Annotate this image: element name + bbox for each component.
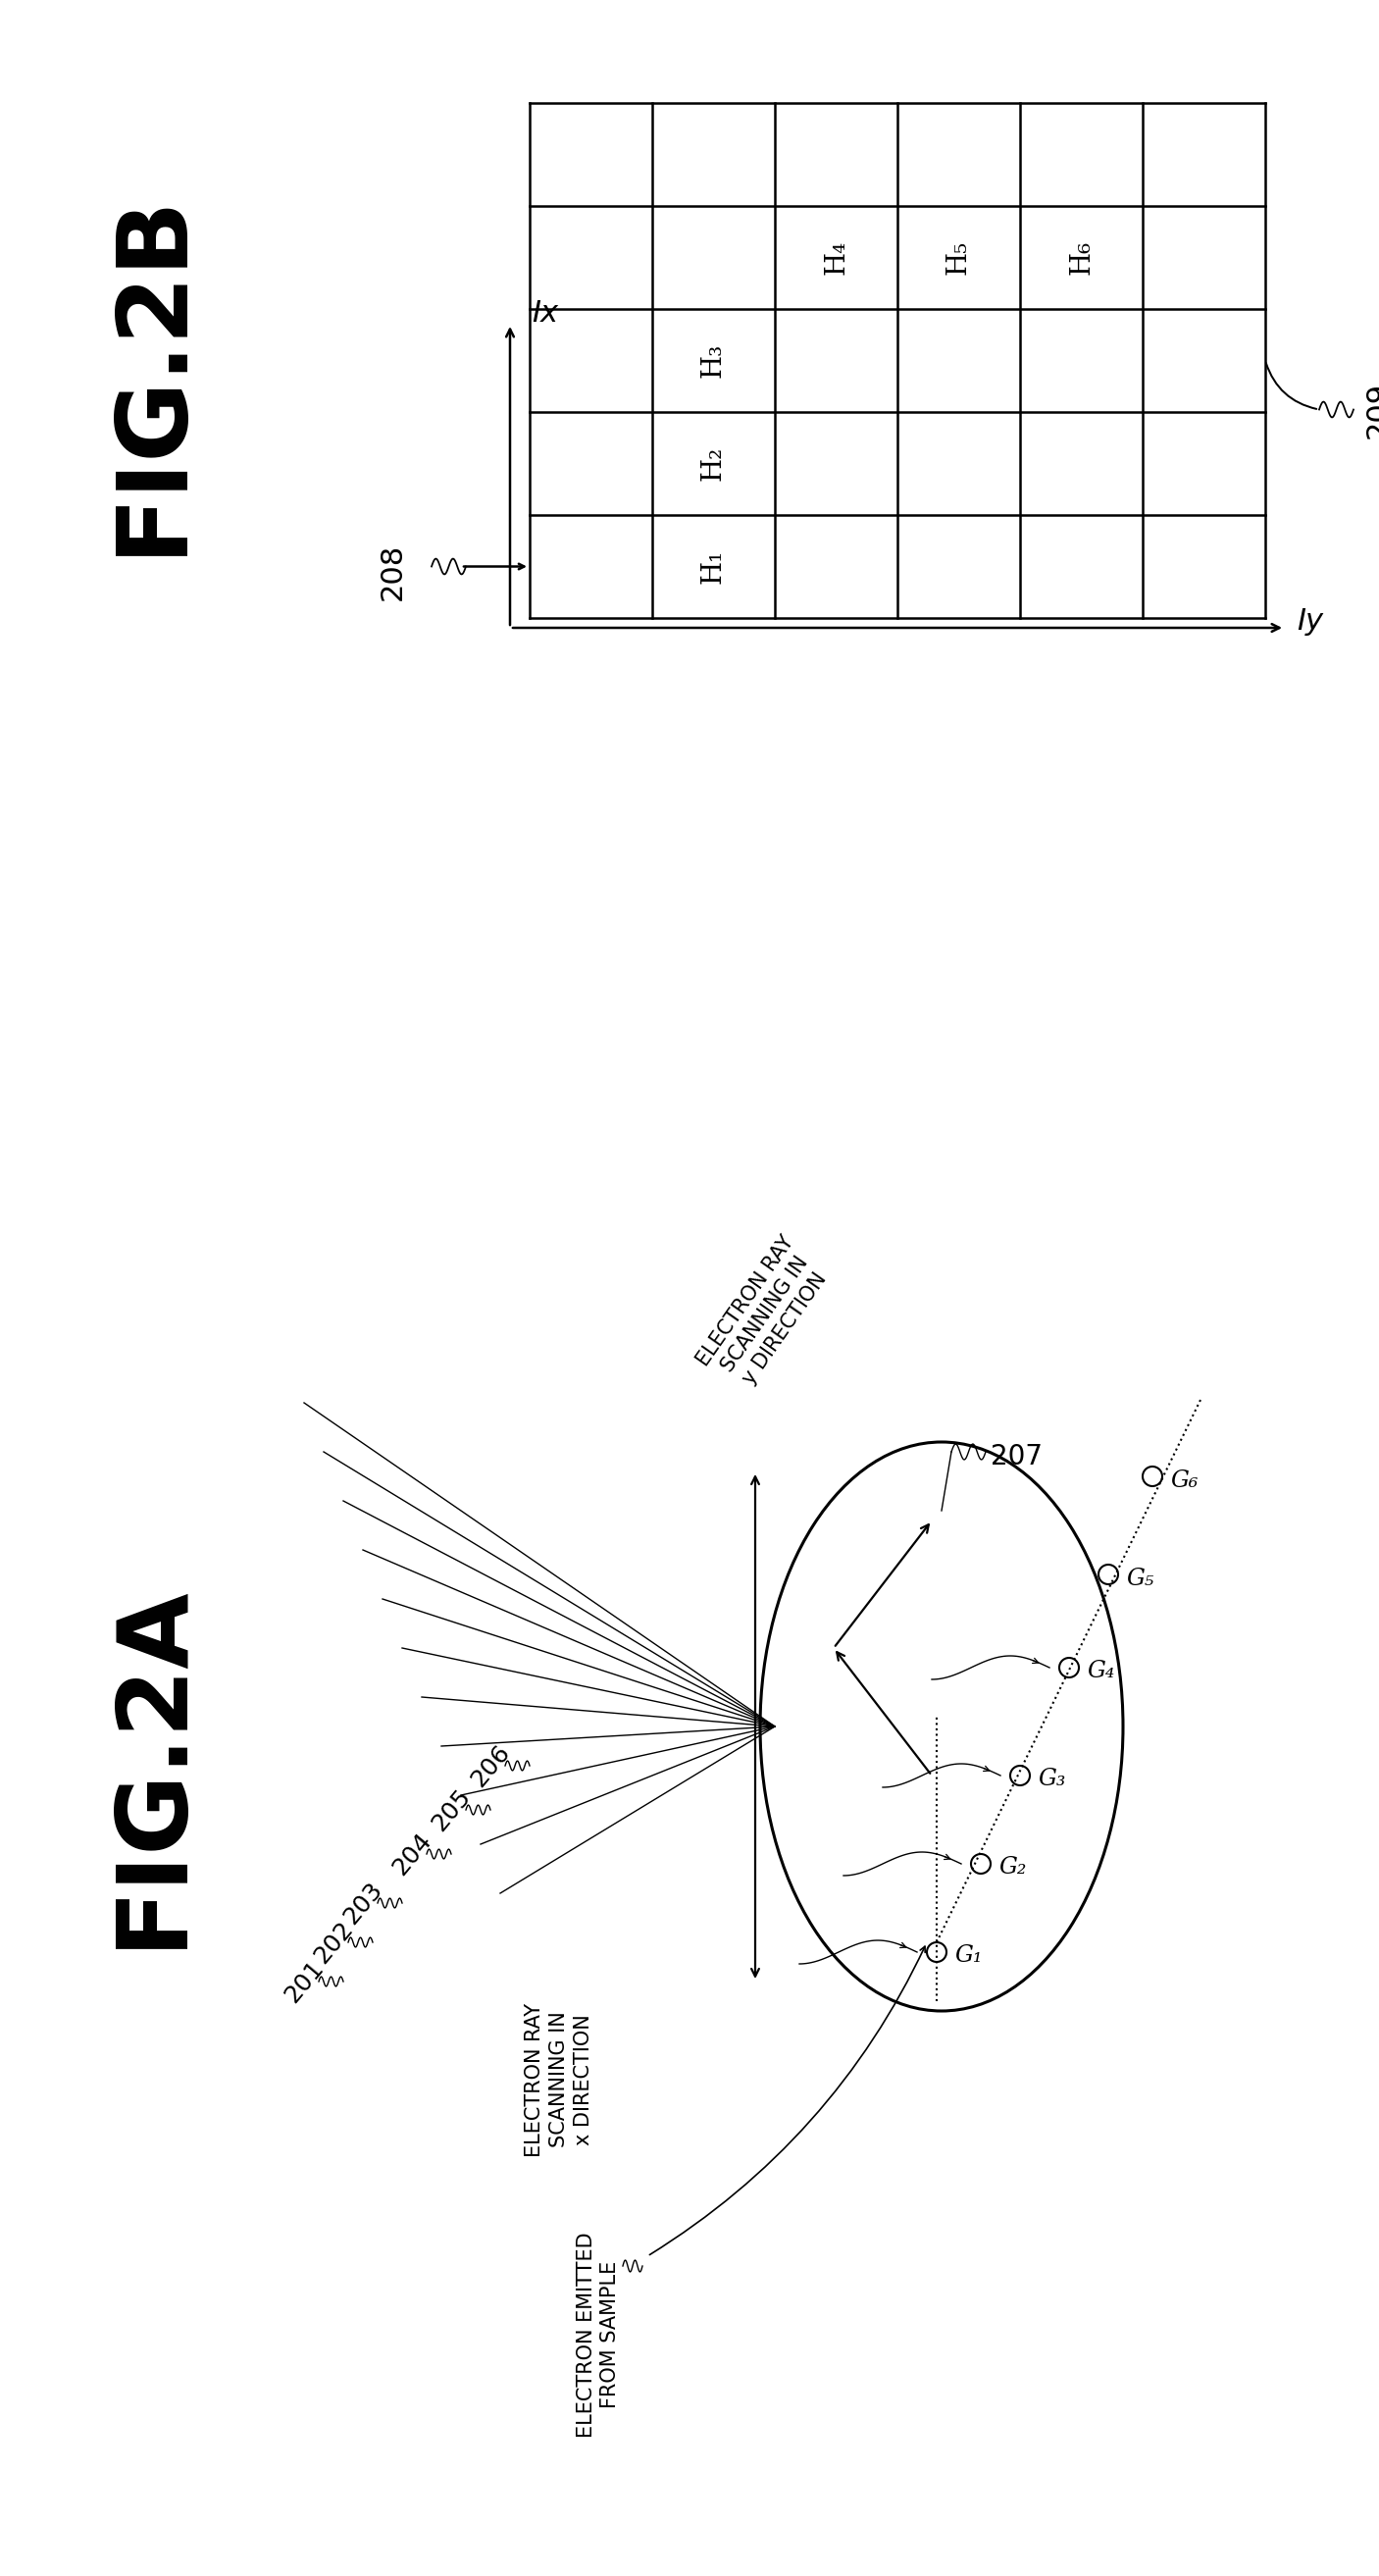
Text: H₃: H₃ (701, 343, 727, 379)
Text: 206: 206 (466, 1741, 514, 1790)
Text: 208: 208 (378, 544, 407, 600)
Text: 203: 203 (339, 1878, 387, 1929)
Text: ELECTRON EMITTED
FROM SAMPLE: ELECTRON EMITTED FROM SAMPLE (576, 2231, 621, 2437)
Text: G₄: G₄ (1087, 1662, 1114, 1682)
Text: FIG.2A: FIG.2A (105, 1584, 200, 1947)
Text: ELECTRON RAY
SCANNING IN
x DIRECTION: ELECTRON RAY SCANNING IN x DIRECTION (525, 2002, 593, 2156)
Text: ELECTRON RAY
SCANNING IN
y DIRECTION: ELECTRON RAY SCANNING IN y DIRECTION (692, 1231, 837, 1396)
Text: H₆: H₆ (1069, 240, 1095, 276)
Text: G₅: G₅ (1127, 1566, 1154, 1589)
Text: H₁: H₁ (701, 549, 727, 585)
Text: H₂: H₂ (701, 446, 727, 482)
Text: 205: 205 (427, 1785, 476, 1834)
Text: FIG.2B: FIG.2B (105, 191, 200, 554)
Text: G₆: G₆ (1171, 1468, 1198, 1492)
Text: H₅: H₅ (946, 240, 972, 276)
Text: G₃: G₃ (1037, 1767, 1066, 1790)
Text: Iy: Iy (1296, 608, 1322, 636)
Text: 201: 201 (280, 1955, 328, 2007)
Text: 202: 202 (309, 1917, 357, 1968)
Text: 204: 204 (387, 1829, 436, 1880)
Text: 209: 209 (1364, 381, 1379, 438)
Text: G₂: G₂ (998, 1857, 1026, 1878)
Text: H₄: H₄ (823, 240, 849, 276)
Text: G₁: G₁ (954, 1945, 982, 1968)
Text: Ix: Ix (531, 299, 558, 327)
Text: 207: 207 (990, 1443, 1043, 1471)
